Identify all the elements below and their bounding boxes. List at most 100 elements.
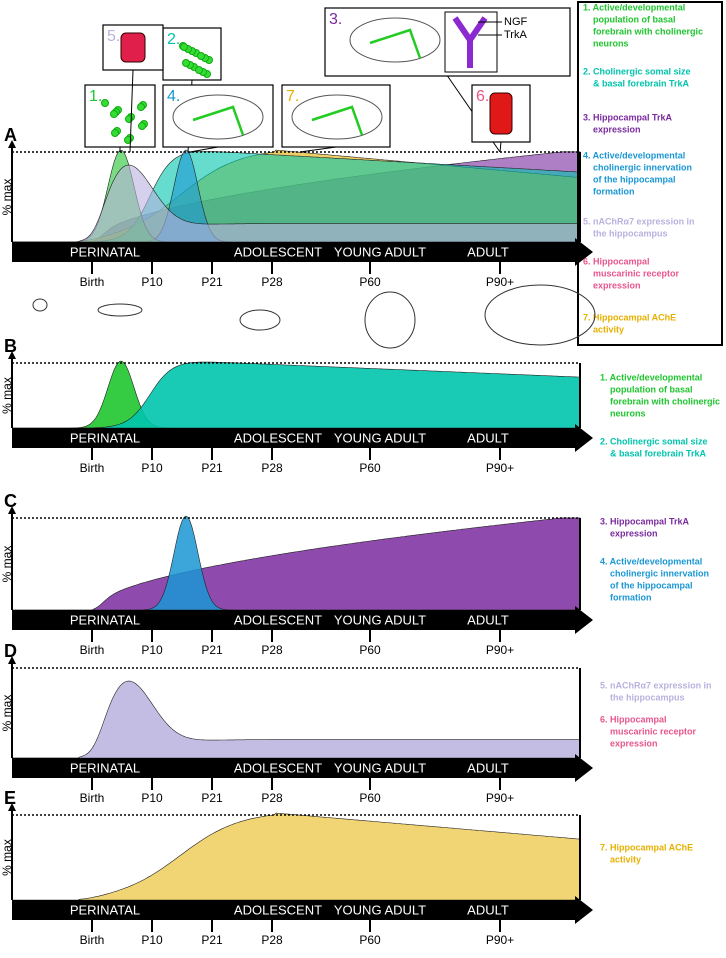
legend-text: 1. Active/developmental xyxy=(600,372,702,382)
tick-label: P90+ xyxy=(486,933,514,947)
curve xyxy=(12,517,581,611)
legend-text: 3. Hippocampal TrkA xyxy=(600,516,690,526)
tick-label: Birth xyxy=(80,643,105,657)
cell xyxy=(111,129,119,137)
stage-label: ADULT xyxy=(467,902,509,917)
legend-text: expression xyxy=(593,280,641,290)
inset-label: 1. xyxy=(89,88,102,105)
animal xyxy=(484,284,596,346)
cell xyxy=(138,122,146,130)
stage-label: ADULT xyxy=(467,760,509,775)
inset-box xyxy=(324,7,571,77)
panel-label: E xyxy=(4,788,16,808)
stage-label: PERINATAL xyxy=(70,244,140,259)
inset-label: 3. xyxy=(329,11,342,28)
timeline-bar xyxy=(12,606,593,634)
panel-label: A xyxy=(4,125,17,145)
animal xyxy=(97,303,143,317)
tick-label: P10 xyxy=(141,933,163,947)
stage-label: YOUNG ADULT xyxy=(334,760,426,775)
legend-text: neurons xyxy=(593,38,629,48)
legend-text: expression xyxy=(593,124,641,134)
legend-text: 5. nAChRα7 expression in xyxy=(583,216,695,226)
timeline-bar xyxy=(12,238,593,266)
tick-label: P10 xyxy=(141,461,163,475)
legend-text: population of basal xyxy=(593,14,676,24)
panel-label: B xyxy=(4,336,17,356)
inset-3b xyxy=(444,11,498,73)
legend-text: expression xyxy=(610,528,658,538)
y-arrow xyxy=(8,140,16,148)
tick-label: P28 xyxy=(261,275,283,289)
legend-text: & basal forebrain TrkA xyxy=(610,448,707,458)
y-arrow xyxy=(8,506,16,514)
panel-label: C xyxy=(4,491,17,511)
tick-label: Birth xyxy=(80,791,105,805)
tick-label: Birth xyxy=(80,275,105,289)
legend-text: formation xyxy=(593,186,635,196)
inset-label: 4. xyxy=(167,88,180,105)
legend-text: activity xyxy=(610,854,641,864)
brain xyxy=(349,17,441,63)
stage-label: ADOLESCENT xyxy=(234,244,322,259)
animal xyxy=(364,291,416,349)
pathway xyxy=(192,105,245,136)
legend-text: forebrain with cholinergic xyxy=(610,396,720,406)
tick-label: P90+ xyxy=(486,791,514,805)
legend-text: 5. nAChRα7 expression in xyxy=(600,680,712,690)
connector xyxy=(129,69,134,153)
tick-label: P10 xyxy=(141,643,163,657)
receptor xyxy=(120,32,146,63)
stage-label: PERINATAL xyxy=(70,760,140,775)
cell xyxy=(180,43,188,51)
legend-text: the hippocampus xyxy=(593,228,668,238)
tick-label: P21 xyxy=(201,461,223,475)
trka-shape xyxy=(452,16,488,68)
stage-label: PERINATAL xyxy=(70,902,140,917)
animal xyxy=(32,298,48,312)
legend-text: 3. Hippocampal TrkA xyxy=(583,112,673,122)
stage-label: ADOLESCENT xyxy=(234,612,322,627)
stage-label: ADOLESCENT xyxy=(234,902,322,917)
pathway xyxy=(311,105,364,136)
receptor xyxy=(489,92,513,135)
inset-label: 6. xyxy=(476,88,489,105)
tick-label: P10 xyxy=(141,275,163,289)
tick-label: P21 xyxy=(201,643,223,657)
stage-label: YOUNG ADULT xyxy=(334,244,426,259)
legend-text: population of basal xyxy=(610,384,693,394)
brain xyxy=(172,94,264,140)
legend-text: & basal forebrain TrkA xyxy=(593,78,690,88)
legend-text: of the hippocampal xyxy=(610,580,693,590)
tick-label: P21 xyxy=(201,933,223,947)
tick-label: P60 xyxy=(359,461,381,475)
y-axis-label: % max xyxy=(0,179,14,216)
legend-text: muscarinic receptor xyxy=(610,726,697,736)
y-arrow xyxy=(8,656,16,664)
connector xyxy=(499,141,502,153)
timeline-bar xyxy=(12,424,593,452)
curve xyxy=(12,164,581,243)
stage-label: YOUNG ADULT xyxy=(334,902,426,917)
inset-annotation: NGF xyxy=(504,16,528,28)
legend-text: the hippocampus xyxy=(610,692,685,702)
tick-label: P60 xyxy=(359,643,381,657)
cell xyxy=(195,66,203,74)
brain xyxy=(291,94,383,140)
tick-label: P21 xyxy=(201,791,223,805)
cell xyxy=(124,136,132,144)
legend-text: activity xyxy=(593,324,624,334)
y-arrow xyxy=(8,351,16,359)
cell xyxy=(137,103,145,111)
legend-text: muscarinic receptor xyxy=(593,268,680,278)
cell xyxy=(182,59,190,67)
tick-label: P28 xyxy=(261,933,283,947)
stage-label: ADULT xyxy=(467,244,509,259)
tick-label: P21 xyxy=(201,275,223,289)
stage-label: YOUNG ADULT xyxy=(334,430,426,445)
stage-label: YOUNG ADULT xyxy=(334,612,426,627)
legend-text: formation xyxy=(610,592,652,602)
tick-label: P90+ xyxy=(486,461,514,475)
pathway xyxy=(369,28,422,59)
